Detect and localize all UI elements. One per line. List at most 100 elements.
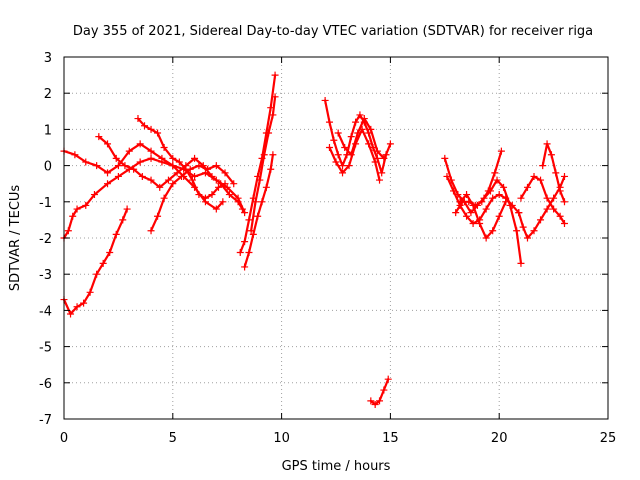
data-point	[112, 230, 120, 238]
data-point	[552, 169, 560, 177]
data-point	[341, 144, 349, 151]
data-point	[356, 111, 364, 119]
data-point	[241, 263, 249, 271]
data-point	[482, 205, 490, 213]
data-point	[175, 158, 183, 166]
y-tick-label: -2	[39, 232, 52, 247]
data-point	[191, 172, 199, 180]
data-point	[452, 209, 460, 217]
data-point	[160, 194, 168, 202]
data-point	[238, 205, 246, 213]
data-point	[384, 375, 392, 383]
data-point	[73, 205, 81, 213]
data-point	[69, 212, 77, 220]
data-point	[258, 198, 266, 206]
data-point	[489, 227, 497, 235]
data-point	[339, 162, 347, 170]
data-point	[543, 140, 551, 148]
series-track	[324, 99, 392, 174]
data-point	[212, 162, 220, 170]
data-point	[550, 194, 558, 202]
data-point	[325, 118, 333, 126]
data-point	[112, 154, 120, 162]
data-point	[371, 401, 379, 409]
series-pass-13	[367, 375, 392, 409]
data-point	[456, 198, 464, 206]
data-point	[267, 165, 275, 173]
y-tick-label: 1	[44, 123, 52, 138]
data-point	[500, 183, 508, 191]
data-point	[114, 162, 122, 170]
data-point	[147, 176, 155, 184]
data-point	[251, 198, 259, 206]
series-pass-05	[134, 115, 229, 202]
series-track	[337, 117, 385, 160]
data-point	[515, 209, 523, 217]
data-point	[376, 176, 384, 184]
data-point	[147, 154, 155, 162]
data-point	[543, 194, 551, 202]
data-point	[234, 198, 242, 206]
x-tick-label: 5	[169, 431, 177, 446]
data-point	[334, 151, 342, 159]
data-point	[560, 220, 568, 228]
data-point	[186, 165, 194, 173]
data-point	[104, 180, 112, 188]
data-point	[386, 140, 394, 148]
data-point	[90, 191, 98, 199]
data-series	[60, 71, 568, 409]
data-point	[141, 122, 149, 130]
data-point	[125, 147, 133, 155]
data-point	[82, 158, 90, 166]
y-tick-label: -5	[39, 341, 52, 356]
data-point	[537, 216, 545, 224]
data-point	[371, 158, 379, 166]
data-point	[530, 172, 538, 180]
data-point	[221, 169, 229, 177]
axes: 0 5 10 15 20 25 -7 -6 -5 -4 -3 -2 -1 0 1 2 3	[39, 51, 616, 446]
data-point	[352, 118, 360, 126]
data-point	[347, 133, 355, 141]
series-pass-20	[539, 140, 568, 206]
data-point	[158, 158, 166, 166]
data-point	[121, 162, 129, 170]
y-axis-label: SDTVAR / TECUs	[8, 185, 23, 292]
data-point	[495, 212, 503, 220]
data-point	[543, 205, 551, 213]
series-track	[519, 175, 566, 225]
data-point	[360, 115, 368, 123]
y-tick-label: -4	[39, 304, 52, 319]
data-point	[130, 165, 138, 173]
data-point	[441, 154, 449, 162]
y-tick-label: -3	[39, 268, 52, 283]
data-point	[378, 169, 386, 177]
data-point	[64, 227, 72, 235]
data-point	[482, 234, 490, 242]
data-point	[334, 129, 342, 137]
data-point	[478, 198, 486, 206]
data-point	[82, 201, 90, 209]
data-point	[467, 209, 475, 217]
series-pass-10	[321, 96, 394, 177]
data-point	[260, 151, 268, 159]
data-point	[73, 303, 81, 311]
data-point	[67, 310, 75, 318]
data-point	[106, 248, 114, 256]
series-pass-12	[334, 115, 388, 162]
y-tick-label: 3	[44, 51, 52, 66]
data-point	[265, 129, 273, 137]
data-point	[365, 140, 373, 148]
data-point	[330, 136, 338, 144]
data-point	[376, 397, 384, 405]
data-point	[271, 93, 279, 101]
data-point	[80, 299, 88, 307]
data-point	[249, 230, 257, 238]
data-point	[469, 220, 477, 228]
data-point	[550, 205, 558, 213]
x-tick-label: 20	[491, 431, 508, 446]
data-point	[345, 162, 353, 170]
data-point	[517, 259, 525, 267]
data-point	[463, 191, 471, 199]
data-point	[212, 205, 220, 213]
